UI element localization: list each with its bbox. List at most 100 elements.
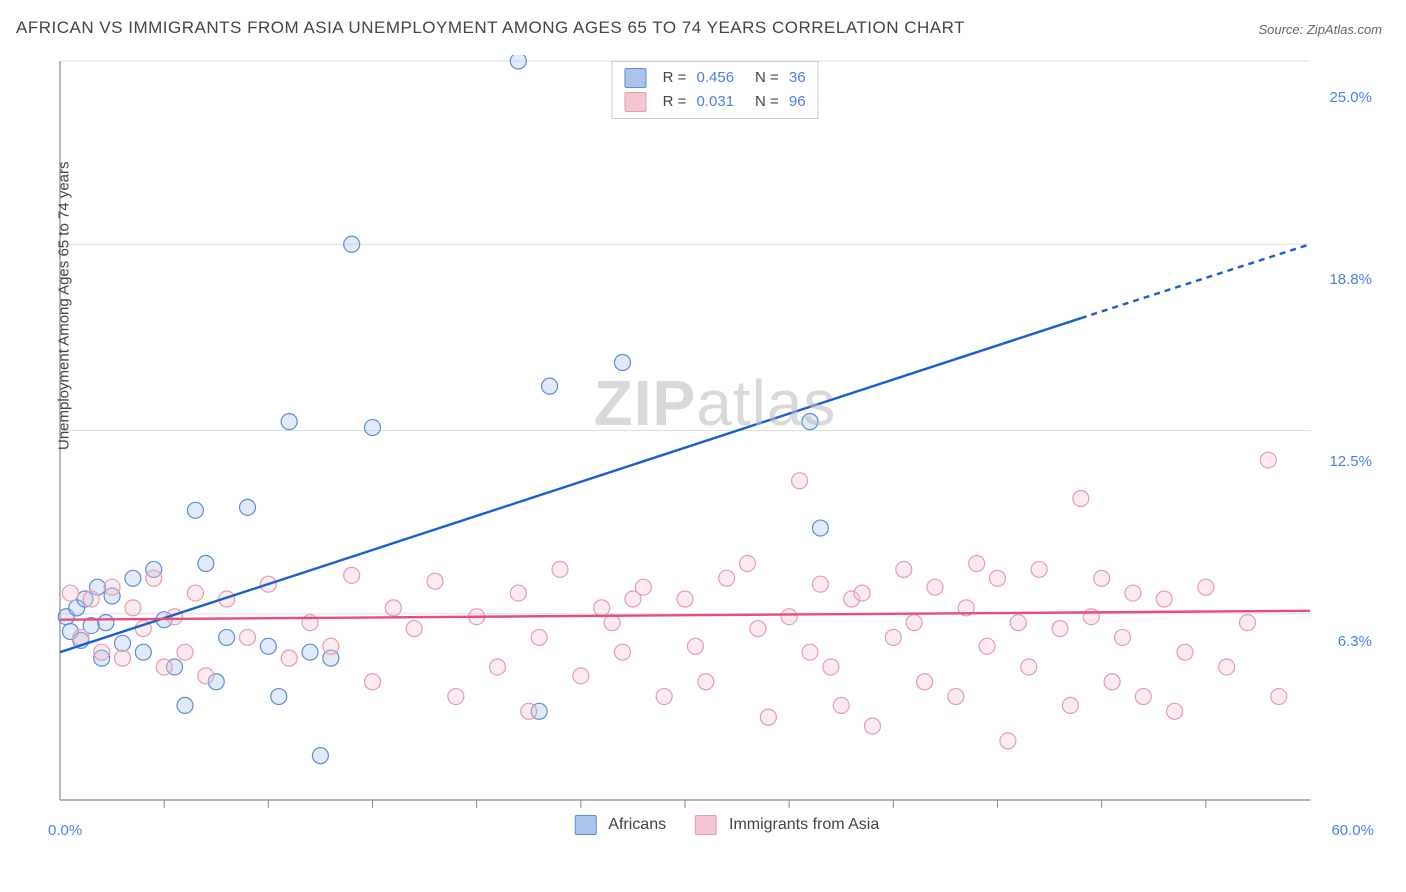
scatter-point: [969, 556, 985, 572]
scatter-point: [750, 621, 766, 637]
scatter-point: [802, 414, 818, 430]
scatter-point: [83, 591, 99, 607]
r-label: R =: [663, 69, 687, 86]
legend-series: Africans Immigrants from Asia: [551, 815, 880, 835]
scatter-point: [240, 629, 256, 645]
scatter-point: [1094, 570, 1110, 586]
scatter-point: [94, 644, 110, 660]
n-label: N =: [755, 93, 779, 110]
scatter-point: [198, 668, 214, 684]
r-value: 0.456: [697, 69, 735, 86]
scatter-point: [521, 703, 537, 719]
scatter-point: [917, 674, 933, 690]
scatter-point: [542, 378, 558, 394]
scatter-point: [135, 644, 151, 660]
scatter-point: [302, 644, 318, 660]
scatter-point: [656, 689, 672, 705]
scatter-point: [490, 659, 506, 675]
scatter-point: [823, 659, 839, 675]
r-label: R =: [663, 93, 687, 110]
scatter-point: [1000, 733, 1016, 749]
scatter-point: [510, 585, 526, 601]
trend-line-dashed: [1081, 244, 1310, 318]
legend-stats: R = 0.456 N = 36 R = 0.031 N = 96: [611, 61, 818, 119]
legend-stats-row: R = 0.456 N = 36: [624, 66, 805, 90]
scatter-point: [1156, 591, 1172, 607]
scatter-point: [115, 635, 131, 651]
scatter-point: [979, 638, 995, 654]
y-axis-tick-label: 25.0%: [1329, 89, 1372, 106]
scatter-point: [896, 561, 912, 577]
scatter-point: [365, 674, 381, 690]
scatter-point: [1115, 629, 1131, 645]
scatter-point: [365, 420, 381, 436]
scatter-point: [1052, 621, 1068, 637]
scatter-point: [990, 570, 1006, 586]
scatter-point: [146, 570, 162, 586]
scatter-point: [833, 697, 849, 713]
legend-stats-row: R = 0.031 N = 96: [624, 90, 805, 114]
legend-swatch: [695, 815, 717, 835]
scatter-point: [187, 502, 203, 518]
scatter-point: [125, 600, 141, 616]
scatter-point: [854, 585, 870, 601]
scatter-point: [344, 567, 360, 583]
chart-title: AFRICAN VS IMMIGRANTS FROM ASIA UNEMPLOY…: [16, 18, 965, 38]
scatter-point: [552, 561, 568, 577]
x-axis-max-label: 60.0%: [1331, 822, 1374, 839]
correlation-chart: [50, 55, 1380, 845]
scatter-point: [812, 520, 828, 536]
scatter-point: [281, 414, 297, 430]
scatter-point: [427, 573, 443, 589]
scatter-point: [1062, 697, 1078, 713]
n-value: 36: [789, 69, 806, 86]
scatter-point: [125, 570, 141, 586]
scatter-point: [698, 674, 714, 690]
scatter-point: [1260, 452, 1276, 468]
scatter-point: [1240, 615, 1256, 631]
scatter-point: [1104, 674, 1120, 690]
trend-line: [60, 611, 1310, 620]
scatter-point: [115, 650, 131, 666]
scatter-point: [802, 644, 818, 660]
scatter-point: [219, 629, 235, 645]
scatter-point: [594, 600, 610, 616]
scatter-point: [1219, 659, 1235, 675]
scatter-point: [792, 473, 808, 489]
scatter-point: [781, 609, 797, 625]
scatter-point: [1031, 561, 1047, 577]
scatter-point: [323, 638, 339, 654]
scatter-point: [604, 615, 620, 631]
scatter-point: [1167, 703, 1183, 719]
scatter-point: [344, 236, 360, 252]
legend-swatch: [624, 92, 646, 112]
scatter-point: [1198, 579, 1214, 595]
scatter-point: [177, 644, 193, 660]
n-label: N =: [755, 69, 779, 86]
n-value: 96: [789, 93, 806, 110]
scatter-point: [1177, 644, 1193, 660]
scatter-point: [448, 689, 464, 705]
legend-swatch: [624, 68, 646, 88]
scatter-point: [885, 629, 901, 645]
scatter-point: [1135, 689, 1151, 705]
y-axis-label: Unemployment Among Ages 65 to 74 years: [56, 161, 73, 450]
y-axis-tick-label: 18.8%: [1329, 271, 1372, 288]
scatter-point: [177, 697, 193, 713]
scatter-point: [385, 600, 401, 616]
scatter-point: [615, 644, 631, 660]
x-axis-origin-label: 0.0%: [48, 822, 82, 839]
scatter-point: [531, 629, 547, 645]
r-value: 0.031: [697, 93, 735, 110]
scatter-point: [240, 499, 256, 515]
scatter-point: [687, 638, 703, 654]
y-axis-tick-label: 6.3%: [1338, 633, 1372, 650]
scatter-point: [635, 579, 651, 595]
scatter-point: [615, 355, 631, 371]
scatter-point: [677, 591, 693, 607]
scatter-point: [719, 570, 735, 586]
scatter-point: [104, 579, 120, 595]
scatter-point: [1125, 585, 1141, 601]
scatter-point: [865, 718, 881, 734]
scatter-point: [406, 621, 422, 637]
